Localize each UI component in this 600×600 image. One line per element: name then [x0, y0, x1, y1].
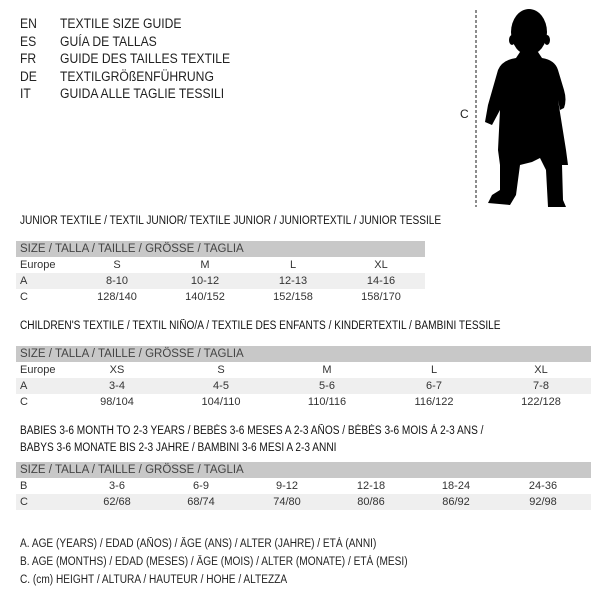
- table-row: C 98/104 104/110 110/116 116/122 122/128: [16, 394, 591, 410]
- table-cell: 158/170: [361, 291, 401, 303]
- table-cell: 152/158: [273, 291, 313, 303]
- table-cell: XL: [534, 364, 548, 376]
- legend-item: A. AGE (YEARS) / EDAD (AÑOS) / ÂGE (ANS)…: [20, 538, 377, 550]
- table-cell: 122/128: [521, 396, 561, 408]
- lang-code: EN: [20, 16, 37, 31]
- table-cell: 5-6: [319, 380, 335, 392]
- row-label: A: [20, 275, 28, 287]
- section-title: CHILDREN'S TEXTILE / TEXTIL NIÑO/A / TEX…: [20, 320, 501, 332]
- table-cell: XL: [374, 259, 388, 271]
- table-cell: L: [430, 364, 438, 376]
- table-cell: 92/98: [529, 496, 557, 508]
- table-cell: M: [200, 259, 210, 271]
- lang-title: TEXTILGRÖßENFÜHRUNG: [60, 68, 214, 84]
- table-cell: 6-7: [426, 380, 442, 392]
- table-row: C 62/68 68/74 74/80 80/86 86/92 92/98: [16, 494, 591, 510]
- row-label: B: [20, 480, 28, 492]
- table-header: SIZE / TALLA / TAILLE / GRÖSSE / TAGLIA: [16, 462, 591, 478]
- table-cell: 74/80: [273, 496, 301, 508]
- lang-code: DE: [20, 68, 37, 84]
- table-cell: M: [322, 364, 332, 376]
- legend-item: C. (cm) HEIGHT / ALTURA / HAUTEUR / HÖHE…: [20, 574, 288, 586]
- size-table: SIZE / TALLA / TAILLE / GRÖSSE / TAGLIA B…: [16, 462, 591, 510]
- table-cell: 12-13: [278, 275, 308, 287]
- legend-item: B. AGE (MONTHS) / EDAD (MESES) / ÂGE (MO…: [20, 556, 408, 568]
- table-row: A 8-10 10-12 12-13 14-16: [16, 273, 425, 289]
- table-cell: 4-5: [213, 380, 229, 392]
- table-cell: 80/86: [357, 496, 385, 508]
- table-cell: 14-16: [366, 275, 396, 287]
- table-row: B 3-6 6-9 9-12 12-18 18-24 24-36: [16, 478, 591, 494]
- table-cell: L: [289, 259, 297, 271]
- table-cell: 12-18: [356, 480, 386, 492]
- table-cell: 86/92: [442, 496, 470, 508]
- table-cell: 116/122: [414, 396, 454, 408]
- lang-code: FR: [20, 51, 37, 66]
- section-title: BABIES 3-6 MONTH TO 2-3 YEARS / BEBÉS 3-…: [20, 425, 484, 437]
- table-cell: 128/140: [97, 291, 137, 303]
- table-cell: 24-36: [528, 480, 558, 492]
- table-header: SIZE / TALLA / TAILLE / GRÖSSE / TAGLIA: [16, 346, 591, 362]
- table-cell: S: [217, 364, 225, 376]
- table-cell: 18-24: [441, 480, 471, 492]
- table-cell: 3-4: [109, 380, 125, 392]
- lang-title: GUÍA DE TALLAS: [60, 33, 157, 49]
- section-title: JUNIOR TEXTILE / TEXTIL JUNIOR/ TEXTILE …: [20, 215, 442, 227]
- table-cell: 68/74: [187, 496, 215, 508]
- lang-title: TEXTILE SIZE GUIDE: [60, 16, 182, 31]
- table-cell: 140/152: [185, 291, 225, 303]
- size-table: SIZE / TALLA / TAILLE / GRÖSSE / TAGLIA E…: [16, 346, 591, 410]
- table-cell: 110/116: [307, 396, 347, 408]
- table-row: Europe S M L XL: [16, 257, 425, 273]
- lang-code: IT: [20, 86, 31, 101]
- table-cell: S: [113, 259, 121, 271]
- table-row: Europe XS S M L XL: [16, 362, 591, 378]
- table-cell: 7-8: [533, 380, 549, 392]
- table-row: A 3-4 4-5 5-6 6-7 7-8: [16, 378, 591, 394]
- child-silhouette-icon: [475, 9, 568, 207]
- table-row: C 128/140 140/152 152/158 158/170: [16, 289, 425, 305]
- section-title: BABYS 3-6 MONATE BIS 2-3 JAHRE / BAMBINI…: [20, 442, 337, 454]
- lang-title: GUIDA ALLE TAGLIE TESSILI: [60, 86, 225, 101]
- table-cell: 104/110: [201, 396, 241, 408]
- row-label: C: [20, 496, 28, 508]
- table-cell: 6-9: [193, 480, 209, 492]
- lang-code: ES: [20, 33, 37, 49]
- table-cell: 3-6: [109, 480, 125, 492]
- row-label: Europe: [20, 364, 56, 376]
- table-cell: 9-12: [275, 480, 299, 492]
- row-label: Europe: [20, 259, 56, 271]
- height-measure-label: C: [460, 107, 469, 121]
- row-label: C: [20, 396, 28, 408]
- table-cell: 10-12: [190, 275, 220, 287]
- table-cell: 62/68: [103, 496, 131, 508]
- row-label: C: [20, 291, 28, 303]
- table-cell: XS: [109, 364, 125, 376]
- row-label: A: [20, 380, 28, 392]
- size-table: SIZE / TALLA / TAILLE / GRÖSSE / TAGLIA E…: [16, 241, 425, 305]
- table-header: SIZE / TALLA / TAILLE / GRÖSSE / TAGLIA: [16, 241, 425, 257]
- table-cell: 8-10: [105, 275, 129, 287]
- table-cell: 98/104: [100, 396, 134, 408]
- lang-title: GUIDE DES TAILLES TEXTILE: [60, 51, 231, 66]
